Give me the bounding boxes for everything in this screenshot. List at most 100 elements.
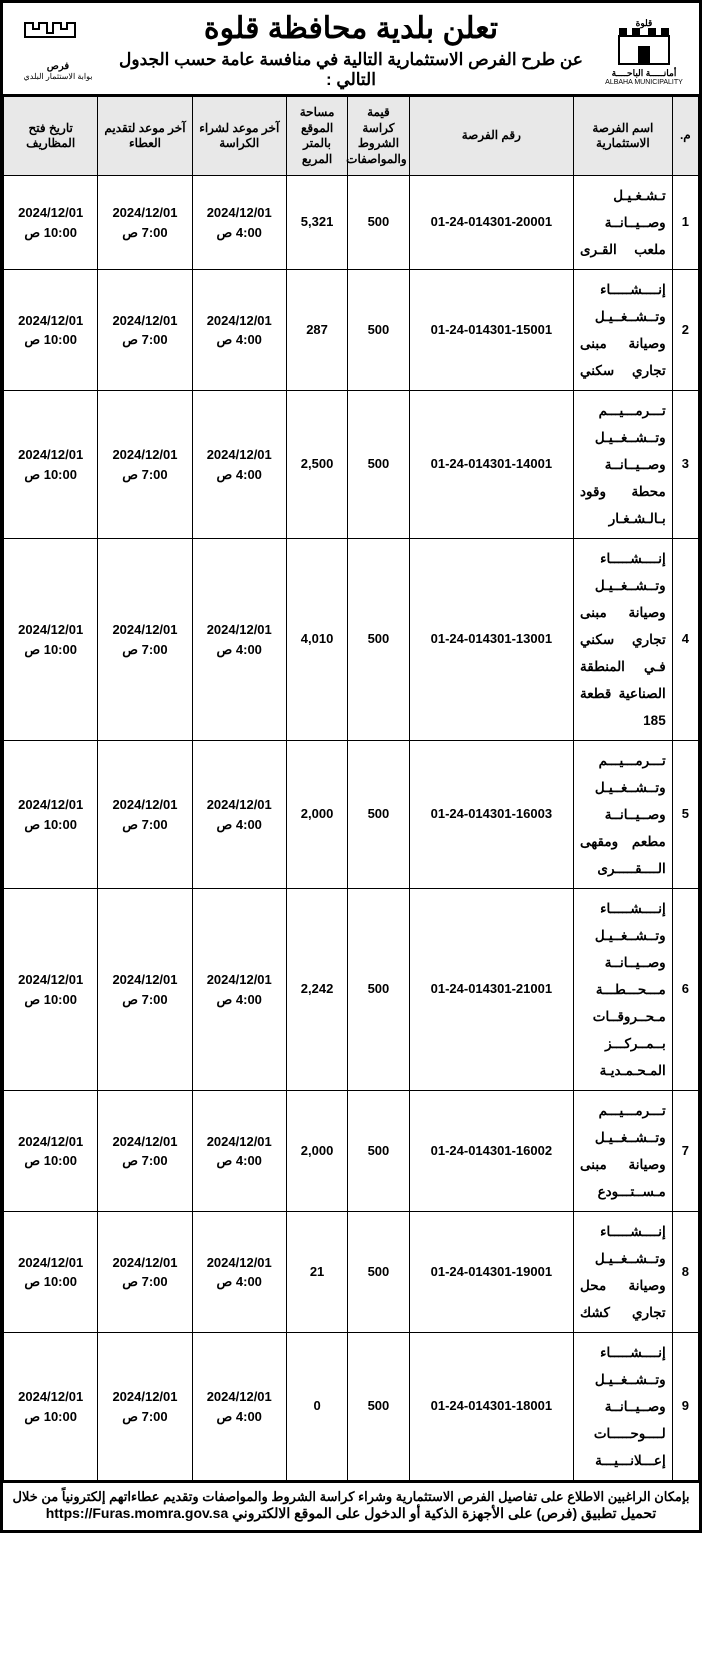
furas-sub: بوابة الاستثمار البلدي — [13, 72, 103, 81]
cell-num: 8 — [672, 1212, 698, 1333]
cell-area: 21 — [286, 1212, 347, 1333]
cell-fee: 500 — [348, 176, 409, 270]
table-row: 4إنــــشـــــاء وتــشــغــيـل وصيانة مبن… — [4, 539, 699, 741]
table-row: 6إنــــشـــــاء وتــشــغــيـل وصــيــانـ… — [4, 889, 699, 1091]
cell-name: تـشـغـيـل وصــيــانــة ملعب القـرى — [574, 176, 673, 270]
cell-oppnum: 01-24-014301-16003 — [409, 741, 573, 889]
cell-fee: 500 — [348, 889, 409, 1091]
table-row: 9إنــــشـــــاء وتــشــغــيـل وصــيــانـ… — [4, 1333, 699, 1481]
cell-name: إنــــشـــــاء وتــشــغــيـل وصــيــانــ… — [574, 1333, 673, 1481]
cell-bid: 2024/12/017:00 ص — [98, 741, 192, 889]
cell-fee: 500 — [348, 741, 409, 889]
cell-num: 2 — [672, 270, 698, 391]
cell-name: تـــرمـــيـــم وتــشــغــيـل وصــيــانــ… — [574, 741, 673, 889]
cell-area: 2,242 — [286, 889, 347, 1091]
cell-open: 2024/12/0110:00 ص — [4, 176, 98, 270]
cell-buy: 2024/12/014:00 ص — [192, 1091, 286, 1212]
cell-buy: 2024/12/014:00 ص — [192, 176, 286, 270]
table-body: 1تـشـغـيـل وصــيــانــة ملعب القـرى01-24… — [4, 176, 699, 1481]
cell-fee: 500 — [348, 1333, 409, 1481]
cell-open: 2024/12/0110:00 ص — [4, 270, 98, 391]
cell-num: 3 — [672, 391, 698, 539]
table-row: 2إنــــشـــــاء وتــشــغــيـل وصيانة مبن… — [4, 270, 699, 391]
title-block: تعلن بلدية محافظة قلوة عن طرح الفرص الاس… — [103, 11, 599, 90]
table-row: 7تـــرمـــيـــم وتــشــغــيـل وصيانة مبن… — [4, 1091, 699, 1212]
logo-caption-ar: أمانـــــة الباحــــة — [599, 68, 689, 79]
table-row: 3تـــرمـــيـــم وتــشــغــيـل وصــيــانـ… — [4, 391, 699, 539]
cell-name: تـــرمـــيـــم وتــشــغــيـل وصيانة مبنى… — [574, 1091, 673, 1212]
cell-oppnum: 01-24-014301-16002 — [409, 1091, 573, 1212]
svg-text:قلوة: قلوة — [636, 18, 653, 29]
col-name: اسم الفرصة الاستثمارية — [574, 97, 673, 176]
cell-bid: 2024/12/017:00 ص — [98, 889, 192, 1091]
cell-bid: 2024/12/017:00 ص — [98, 539, 192, 741]
opportunities-table: م. اسم الفرصة الاستثمارية رقم الفرصة قيم… — [3, 96, 699, 1481]
cell-fee: 500 — [348, 1212, 409, 1333]
cell-area: 287 — [286, 270, 347, 391]
cell-num: 9 — [672, 1333, 698, 1481]
cell-open: 2024/12/0110:00 ص — [4, 1091, 98, 1212]
footer-line2: تحميل تطبيق (فرص) على الأجهزة الذكية أو … — [11, 1505, 691, 1522]
title-main: تعلن بلدية محافظة قلوة — [103, 11, 599, 46]
cell-area: 0 — [286, 1333, 347, 1481]
cell-open: 2024/12/0110:00 ص — [4, 1333, 98, 1481]
cell-fee: 500 — [348, 391, 409, 539]
footer-line1: بإمكان الراغبين الاطلاع على تفاصيل الفرص… — [11, 1489, 691, 1505]
col-num: م. — [672, 97, 698, 176]
cell-buy: 2024/12/014:00 ص — [192, 1212, 286, 1333]
cell-name: إنــــشـــــاء وتــشــغــيـل وصيانة مبنى… — [574, 270, 673, 391]
logo-caption-en: ALBAHA MUNICIPALITY — [599, 79, 689, 86]
cell-open: 2024/12/0110:00 ص — [4, 889, 98, 1091]
cell-area: 2,000 — [286, 1091, 347, 1212]
cell-open: 2024/12/0110:00 ص — [4, 741, 98, 889]
cell-fee: 500 — [348, 1091, 409, 1212]
col-oppnum: رقم الفرصة — [409, 97, 573, 176]
cell-buy: 2024/12/014:00 ص — [192, 539, 286, 741]
cell-oppnum: 01-24-014301-14001 — [409, 391, 573, 539]
col-bid: آخر موعد لتقديم العطاء — [98, 97, 192, 176]
col-area: مساحة الموقع بالمتر المربع — [286, 97, 347, 176]
cell-bid: 2024/12/017:00 ص — [98, 176, 192, 270]
table-row: 5تـــرمـــيـــم وتــشــغــيـل وصــيــانـ… — [4, 741, 699, 889]
castle-icon: قلوة — [614, 16, 674, 66]
furas-icon — [23, 21, 93, 59]
cell-name: تـــرمـــيـــم وتــشــغــيـل وصــيــانــ… — [574, 391, 673, 539]
cell-num: 1 — [672, 176, 698, 270]
cell-buy: 2024/12/014:00 ص — [192, 741, 286, 889]
cell-num: 4 — [672, 539, 698, 741]
table-header-row: م. اسم الفرصة الاستثمارية رقم الفرصة قيم… — [4, 97, 699, 176]
col-fee: قيمة كراسة الشروط والمواصفات — [348, 97, 409, 176]
logo-municipality: قلوة أمانـــــة الباحــــة ALBAHA MUNICI… — [599, 16, 689, 86]
cell-area: 2,000 — [286, 741, 347, 889]
logo-furas: فرص بوابة الاستثمار البلدي — [13, 21, 103, 81]
table-row: 1تـشـغـيـل وصــيــانــة ملعب القـرى01-24… — [4, 176, 699, 270]
cell-oppnum: 01-24-014301-20001 — [409, 176, 573, 270]
cell-bid: 2024/12/017:00 ص — [98, 1212, 192, 1333]
cell-oppnum: 01-24-014301-18001 — [409, 1333, 573, 1481]
announcement-container: قلوة أمانـــــة الباحــــة ALBAHA MUNICI… — [0, 0, 702, 1533]
furas-name: فرص — [13, 61, 103, 72]
cell-bid: 2024/12/017:00 ص — [98, 270, 192, 391]
cell-buy: 2024/12/014:00 ص — [192, 391, 286, 539]
table-row: 8إنــــشـــــاء وتــشــغــيـل وصيانة محل… — [4, 1212, 699, 1333]
col-open: تاريخ فتح المظاريف — [4, 97, 98, 176]
cell-num: 5 — [672, 741, 698, 889]
cell-area: 4,010 — [286, 539, 347, 741]
cell-open: 2024/12/0110:00 ص — [4, 539, 98, 741]
cell-open: 2024/12/0110:00 ص — [4, 1212, 98, 1333]
cell-buy: 2024/12/014:00 ص — [192, 889, 286, 1091]
cell-area: 2,500 — [286, 391, 347, 539]
cell-name: إنــــشـــــاء وتــشــغــيـل وصيانة مبنى… — [574, 539, 673, 741]
cell-oppnum: 01-24-014301-15001 — [409, 270, 573, 391]
cell-open: 2024/12/0110:00 ص — [4, 391, 98, 539]
cell-area: 5,321 — [286, 176, 347, 270]
cell-num: 7 — [672, 1091, 698, 1212]
cell-oppnum: 01-24-014301-13001 — [409, 539, 573, 741]
cell-bid: 2024/12/017:00 ص — [98, 1333, 192, 1481]
cell-name: إنــــشـــــاء وتــشــغــيـل وصــيــانــ… — [574, 889, 673, 1091]
cell-buy: 2024/12/014:00 ص — [192, 1333, 286, 1481]
col-buy: آخر موعد لشراء الكراسة — [192, 97, 286, 176]
cell-name: إنــــشـــــاء وتــشــغــيـل وصيانة محل … — [574, 1212, 673, 1333]
header: قلوة أمانـــــة الباحــــة ALBAHA MUNICI… — [3, 3, 699, 96]
cell-buy: 2024/12/014:00 ص — [192, 270, 286, 391]
